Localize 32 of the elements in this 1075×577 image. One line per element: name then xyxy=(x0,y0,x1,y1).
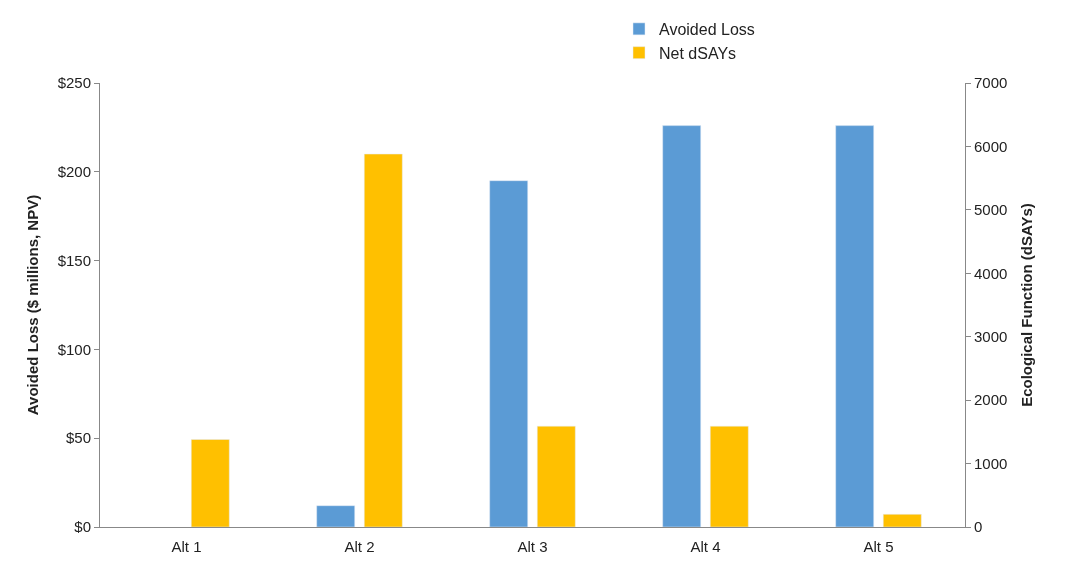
x-tick-label: Alt 5 xyxy=(863,538,894,555)
x-tick-label: Alt 4 xyxy=(690,538,721,555)
y2-tick-label: 2000 xyxy=(974,391,1008,409)
y2-tick-label: 4000 xyxy=(974,264,1008,282)
y-tick-label: $100 xyxy=(57,340,91,358)
y-tick-label: $250 xyxy=(57,74,91,92)
y-tick-label: $0 xyxy=(74,518,91,536)
x-tick-label: Alt 2 xyxy=(344,538,375,555)
y2-axis-title: Ecological Function (dSAYs) xyxy=(1018,203,1036,407)
bar xyxy=(191,439,230,527)
x-tick-label: Alt 1 xyxy=(171,538,202,555)
bar xyxy=(316,505,355,527)
legend-label: Avoided Loss xyxy=(659,21,755,39)
bar xyxy=(489,180,528,527)
y-axis-title: Avoided Loss ($ millions, NPV) xyxy=(23,194,41,416)
y2-tick-label: 6000 xyxy=(974,137,1008,155)
y2-tick-label: 0 xyxy=(974,518,983,536)
y2-tick-label: 1000 xyxy=(974,454,1008,472)
y2-tick-label: 3000 xyxy=(974,327,1008,345)
bar xyxy=(883,514,922,527)
y-tick-label: $150 xyxy=(57,251,91,269)
bar xyxy=(364,153,403,527)
bar xyxy=(835,125,874,527)
bar xyxy=(662,125,701,527)
bar xyxy=(710,425,749,527)
bar xyxy=(537,425,576,527)
y2-tick-label: 5000 xyxy=(974,201,1008,219)
y-tick-label: $50 xyxy=(65,429,91,447)
x-tick-label: Alt 3 xyxy=(517,538,548,555)
legend-label: Net dSAYs xyxy=(659,44,737,62)
y2-tick-label: 7000 xyxy=(974,74,1008,92)
y-tick-label: $200 xyxy=(57,163,91,181)
